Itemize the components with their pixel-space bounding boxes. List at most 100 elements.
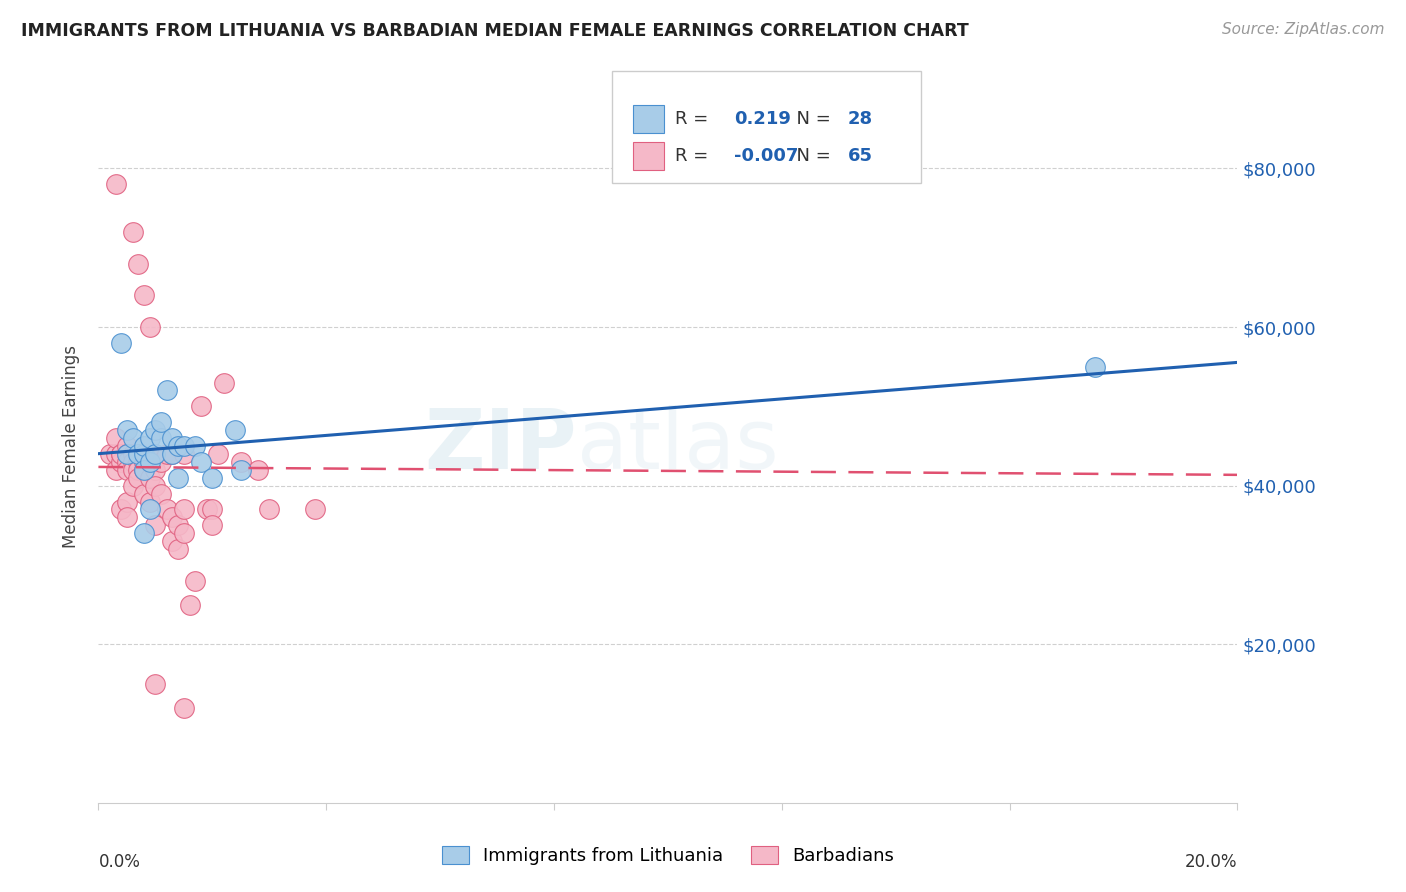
Text: -0.007: -0.007 xyxy=(734,147,799,165)
Point xyxy=(145,463,167,477)
Point xyxy=(132,526,155,541)
Point xyxy=(212,376,235,390)
Legend: Immigrants from Lithuania, Barbadians: Immigrants from Lithuania, Barbadians xyxy=(434,838,901,872)
Point xyxy=(115,510,138,524)
Point xyxy=(145,677,167,691)
Point xyxy=(138,494,160,508)
Point xyxy=(259,502,281,516)
Point xyxy=(167,439,190,453)
Point xyxy=(173,700,195,714)
Point xyxy=(167,542,190,557)
Point xyxy=(132,463,155,477)
Point xyxy=(162,510,184,524)
Text: 0.219: 0.219 xyxy=(734,110,790,128)
Point xyxy=(150,431,173,445)
Point xyxy=(184,439,207,453)
Point xyxy=(127,447,149,461)
Point xyxy=(138,431,160,445)
Text: 65: 65 xyxy=(848,147,873,165)
Point xyxy=(132,463,155,477)
Text: N =: N = xyxy=(785,147,837,165)
Point xyxy=(162,431,184,445)
Point xyxy=(156,502,179,516)
Point xyxy=(150,486,173,500)
Point xyxy=(224,423,246,437)
Point xyxy=(110,455,132,469)
Point xyxy=(167,518,190,533)
Point xyxy=(145,447,167,461)
Point xyxy=(184,574,207,588)
Point xyxy=(110,447,132,461)
Point xyxy=(207,447,229,461)
Point xyxy=(127,447,149,461)
Point xyxy=(195,502,218,516)
Point xyxy=(110,502,132,516)
Text: atlas: atlas xyxy=(576,406,779,486)
Point xyxy=(115,463,138,477)
Text: R =: R = xyxy=(675,147,714,165)
Text: Source: ZipAtlas.com: Source: ZipAtlas.com xyxy=(1222,22,1385,37)
Text: IMMIGRANTS FROM LITHUANIA VS BARBADIAN MEDIAN FEMALE EARNINGS CORRELATION CHART: IMMIGRANTS FROM LITHUANIA VS BARBADIAN M… xyxy=(21,22,969,40)
Point xyxy=(201,518,224,533)
Point xyxy=(167,471,190,485)
Point xyxy=(121,447,143,461)
Point xyxy=(98,447,121,461)
Point xyxy=(121,431,143,445)
Point xyxy=(110,335,132,350)
Point xyxy=(104,431,127,445)
Point xyxy=(115,439,138,453)
Point xyxy=(132,288,155,302)
Point xyxy=(173,502,195,516)
Point xyxy=(229,463,252,477)
Point xyxy=(121,455,143,469)
Point xyxy=(173,447,195,461)
Point xyxy=(1084,359,1107,374)
Point xyxy=(145,447,167,461)
Point xyxy=(115,494,138,508)
Point xyxy=(173,526,195,541)
Point xyxy=(190,455,212,469)
Point xyxy=(132,447,155,461)
Point xyxy=(162,534,184,549)
Point xyxy=(304,502,326,516)
Point xyxy=(121,463,143,477)
Point xyxy=(145,518,167,533)
Point xyxy=(201,471,224,485)
Point xyxy=(127,471,149,485)
Point xyxy=(115,455,138,469)
Text: 28: 28 xyxy=(848,110,873,128)
Point xyxy=(162,447,184,461)
Point xyxy=(190,400,212,414)
Point xyxy=(150,455,173,469)
Point xyxy=(138,455,160,469)
Point xyxy=(115,447,138,461)
Point xyxy=(156,384,179,398)
Text: N =: N = xyxy=(785,110,837,128)
Point xyxy=(121,225,143,239)
Point xyxy=(104,447,127,461)
Point xyxy=(179,598,201,612)
Point xyxy=(132,447,155,461)
Y-axis label: Median Female Earnings: Median Female Earnings xyxy=(62,344,80,548)
Point xyxy=(138,471,160,485)
Point xyxy=(138,320,160,334)
Point xyxy=(246,463,269,477)
Point xyxy=(127,455,149,469)
Point xyxy=(145,423,167,437)
Point xyxy=(156,447,179,461)
Point xyxy=(115,423,138,437)
Point xyxy=(132,486,155,500)
Point xyxy=(138,455,160,469)
Point xyxy=(127,463,149,477)
Point xyxy=(104,463,127,477)
Text: ZIP: ZIP xyxy=(425,406,576,486)
Point xyxy=(132,455,155,469)
Text: 0.0%: 0.0% xyxy=(98,853,141,871)
Text: 20.0%: 20.0% xyxy=(1185,853,1237,871)
Point xyxy=(127,257,149,271)
Point xyxy=(145,478,167,492)
Point xyxy=(229,455,252,469)
Point xyxy=(132,439,155,453)
Text: R =: R = xyxy=(675,110,720,128)
Point xyxy=(173,439,195,453)
